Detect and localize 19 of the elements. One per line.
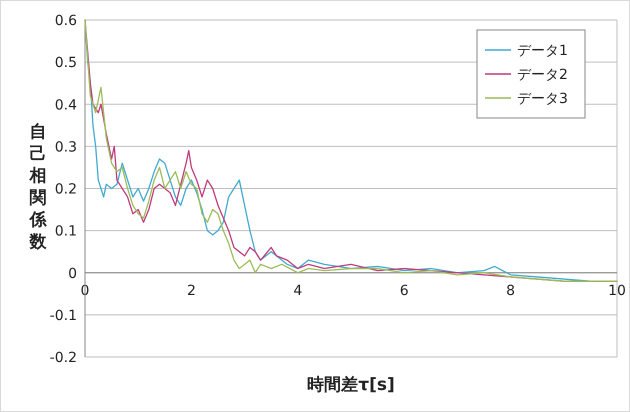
- x-tick-label: 2: [186, 282, 196, 299]
- x-tick-label: 8: [506, 282, 516, 299]
- y-tick-label: -0.1: [50, 308, 77, 324]
- x-axis-title: 時間差τ[s]: [307, 375, 395, 395]
- y-axis-title: 自己相関係数: [28, 122, 48, 252]
- y-tick-label: 0.3: [54, 139, 77, 156]
- legend-label: データ2: [517, 67, 568, 83]
- x-tick-label: 10: [608, 282, 626, 299]
- y-tick-label: 0.4: [54, 97, 78, 114]
- y-tick-label: 0.1: [54, 224, 77, 240]
- y-tick-label: -0.2: [50, 350, 77, 366]
- y-tick-label: 0.6: [54, 13, 78, 29]
- y-tick-label: 0: [68, 266, 77, 282]
- x-tick-label: 6: [400, 282, 409, 299]
- legend-label: データ1: [517, 43, 568, 59]
- legend-label: データ3: [517, 91, 568, 107]
- x-tick-label: 4: [293, 282, 302, 299]
- y-tick-label: 0.5: [54, 55, 77, 72]
- y-tick-label: 0.2: [54, 182, 77, 198]
